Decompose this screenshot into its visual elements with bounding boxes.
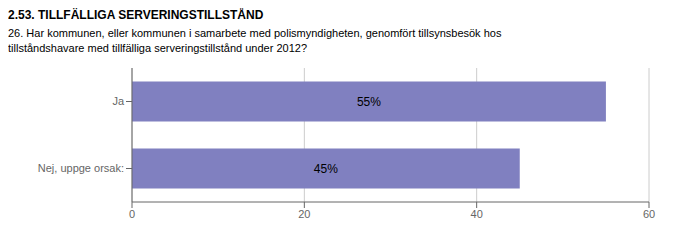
- svg-text:Nej, uppge orsak:: Nej, uppge orsak:: [38, 162, 124, 174]
- html-text:2.53. TILLFÄLLIGA SERVERINGSTI: 2.53. TILLFÄLLIGA SERVERINGSTILLSTÅND: [8, 8, 264, 22]
- svg-text:Ja: Ja: [112, 95, 125, 107]
- svg-text:60: 60: [643, 208, 655, 220]
- svg-text:45%: 45%: [314, 162, 338, 176]
- html-text:26. Har kommunen, eller kommun: 26. Har kommunen, eller kommunen i samar…: [8, 27, 502, 54]
- svg-text:40: 40: [471, 208, 483, 220]
- svg-text:20: 20: [298, 208, 310, 220]
- svg-text:0: 0: [129, 208, 135, 220]
- svg-text:55%: 55%: [357, 95, 381, 109]
